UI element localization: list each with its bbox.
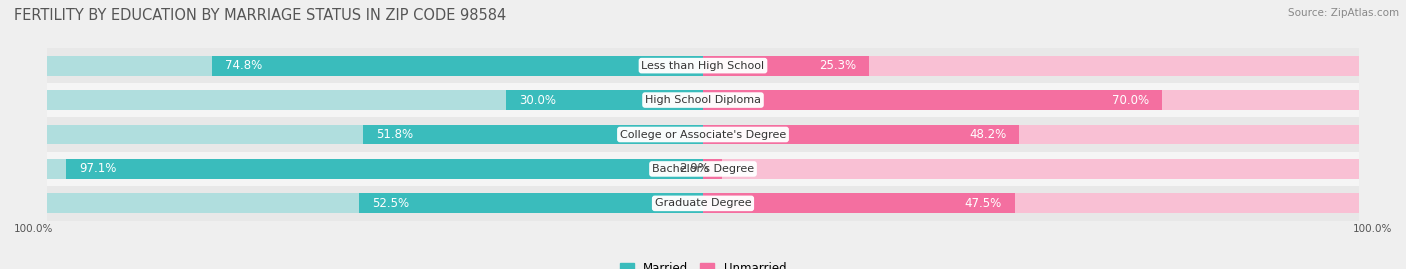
Bar: [703, 90, 1163, 110]
Text: 48.2%: 48.2%: [969, 128, 1007, 141]
Text: 52.5%: 52.5%: [371, 197, 409, 210]
Bar: [703, 193, 1015, 213]
Bar: [46, 117, 1360, 152]
Bar: [703, 193, 1360, 213]
Legend: Married, Unmarried: Married, Unmarried: [614, 258, 792, 269]
Bar: [212, 56, 703, 76]
Text: 47.5%: 47.5%: [965, 197, 1001, 210]
Text: 74.8%: 74.8%: [225, 59, 263, 72]
Bar: [703, 56, 1360, 76]
Text: Bachelor's Degree: Bachelor's Degree: [652, 164, 754, 174]
Bar: [46, 48, 1360, 83]
Text: 100.0%: 100.0%: [14, 224, 53, 234]
Bar: [703, 159, 723, 179]
Bar: [703, 90, 1360, 110]
Bar: [359, 193, 703, 213]
Text: 25.3%: 25.3%: [818, 59, 856, 72]
Bar: [703, 56, 869, 76]
Bar: [46, 152, 1360, 186]
Bar: [66, 159, 703, 179]
Bar: [703, 125, 1019, 144]
Bar: [703, 125, 1360, 144]
Text: 2.9%: 2.9%: [679, 162, 709, 175]
Text: 51.8%: 51.8%: [377, 128, 413, 141]
Text: Source: ZipAtlas.com: Source: ZipAtlas.com: [1288, 8, 1399, 18]
Text: 70.0%: 70.0%: [1112, 94, 1149, 107]
Text: FERTILITY BY EDUCATION BY MARRIAGE STATUS IN ZIP CODE 98584: FERTILITY BY EDUCATION BY MARRIAGE STATU…: [14, 8, 506, 23]
Bar: [46, 159, 703, 179]
Bar: [46, 125, 703, 144]
Bar: [46, 90, 703, 110]
Text: Graduate Degree: Graduate Degree: [655, 198, 751, 208]
Bar: [46, 193, 703, 213]
Bar: [363, 125, 703, 144]
Bar: [46, 83, 1360, 117]
Text: 30.0%: 30.0%: [519, 94, 557, 107]
Text: High School Diploma: High School Diploma: [645, 95, 761, 105]
Text: Less than High School: Less than High School: [641, 61, 765, 71]
Bar: [46, 56, 703, 76]
Bar: [703, 159, 1360, 179]
Text: 100.0%: 100.0%: [1353, 224, 1392, 234]
Text: College or Associate's Degree: College or Associate's Degree: [620, 129, 786, 140]
Bar: [46, 186, 1360, 221]
Text: 97.1%: 97.1%: [79, 162, 117, 175]
Bar: [506, 90, 703, 110]
